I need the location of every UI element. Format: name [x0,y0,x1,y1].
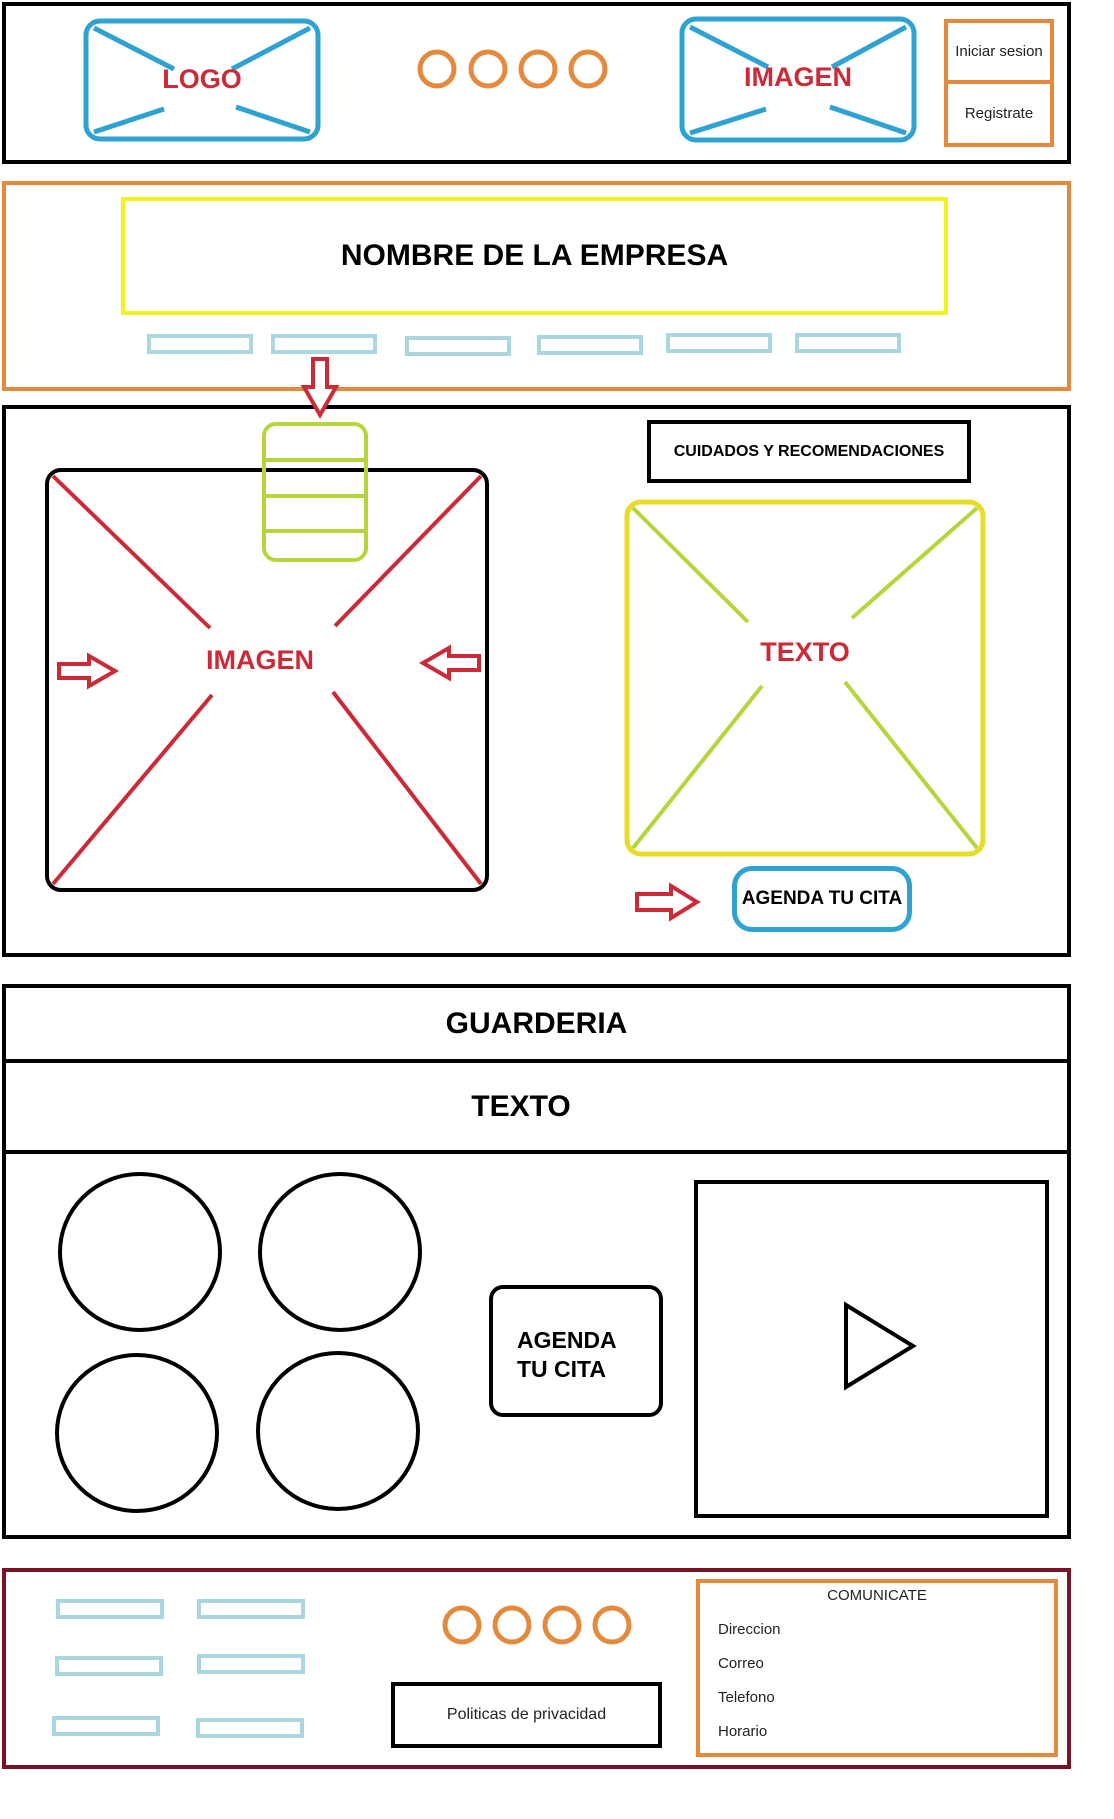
daycare-appointment-line-2: TU CITA [517,1356,607,1382]
main-section [2,405,1071,957]
main-image-label: IMAGEN [206,644,314,675]
privacy-label: Politicas de privacidad [446,1706,607,1723]
contact-item-hours: Horario [718,1723,768,1740]
footer-link-5[interactable] [52,1716,160,1736]
appointment-button-label: AGENDA TU CITA [741,888,903,909]
care-text-label: TEXTO [760,636,850,667]
company-name: NOMBRE DE LA EMPRESA [340,239,729,272]
carousel-dot-3 [518,49,558,89]
appointment-button[interactable]: AGENDA TU CITA [732,866,912,932]
contact-box [696,1579,1058,1757]
daycare-appointment-line-1: AGENDA [517,1327,617,1353]
gallery-circle-3 [55,1353,219,1513]
gallery-circle-4 [256,1351,420,1511]
daycare-divider-2 [2,1150,1071,1154]
footer [2,1568,1071,1769]
care-text-placeholder: TEXTO [624,499,986,857]
contact-item-address: Direccion [718,1621,781,1638]
social-dot-2 [492,1605,532,1645]
contact-title: COMUNICATE [827,1586,927,1604]
footer-link-3[interactable] [55,1656,163,1676]
carousel-dot-1 [417,49,457,89]
nav-item-6[interactable] [795,333,901,353]
login-button[interactable]: Iniciar sesion [955,43,1043,60]
nav-item-2[interactable] [271,334,377,354]
logo-placeholder[interactable]: LOGO [83,18,321,142]
social-dot-3 [542,1605,582,1645]
register-button[interactable]: Registrate [964,105,1034,122]
dropdown-menu[interactable] [262,422,368,562]
daycare-divider-1 [2,1059,1071,1063]
hero-section [2,181,1071,391]
footer-link-6[interactable] [196,1718,304,1738]
carousel-dot-4 [568,49,608,89]
logo-placeholder-cross [83,18,321,142]
header-bar [2,2,1071,164]
auth-divider [944,80,1054,84]
daycare-text: TEXTO [471,1089,571,1123]
daycare-appointment-button[interactable]: AGENDA TU CITA [489,1285,663,1417]
nav-item-3[interactable] [405,336,511,356]
header-image-cross [679,16,917,143]
contact-item-phone: Telefono [718,1689,775,1706]
dropdown-divider-1 [262,458,368,462]
care-text-cross [624,499,986,857]
daycare-gallery [55,1172,422,1513]
company-name-box: NOMBRE DE LA EMPRESA [121,197,948,315]
social-dot-1 [442,1605,482,1645]
contact-item-email: Correo [718,1655,764,1672]
care-title: CUIDADOS Y RECOMENDACIONES [673,442,945,460]
arrow-right-icon [57,652,120,690]
daycare-section [2,984,1071,1539]
header-carousel-dots [417,49,608,89]
footer-social-dots [442,1605,632,1645]
carousel-dot-2 [468,49,508,89]
gallery-circle-1 [58,1172,222,1332]
dropdown-divider-2 [262,494,368,498]
care-title-box: CUIDADOS Y RECOMENDACIONES [647,420,971,483]
arrow-down-icon [300,357,340,420]
nav-item-5[interactable] [666,333,772,353]
play-icon[interactable] [843,1301,917,1392]
gallery-circle-2 [258,1172,422,1332]
header-image-label: IMAGEN [744,61,852,92]
dropdown-divider-3 [262,529,368,533]
video-player[interactable] [694,1180,1049,1518]
logo-label: LOGO [162,63,242,94]
nav-item-1[interactable] [147,334,253,354]
arrow-right-icon [635,882,701,922]
social-dot-4 [592,1605,632,1645]
privacy-link[interactable]: Politicas de privacidad [391,1682,662,1748]
footer-link-1[interactable] [56,1599,164,1619]
footer-link-4[interactable] [197,1654,305,1674]
header-image-placeholder: IMAGEN [679,16,917,143]
footer-link-2[interactable] [197,1599,305,1619]
arrow-left-icon [418,644,481,682]
nav-item-4[interactable] [537,335,643,355]
main-image-cross [45,468,489,892]
main-image-placeholder: IMAGEN [45,468,489,892]
daycare-title: GUARDERIA [445,1006,628,1040]
